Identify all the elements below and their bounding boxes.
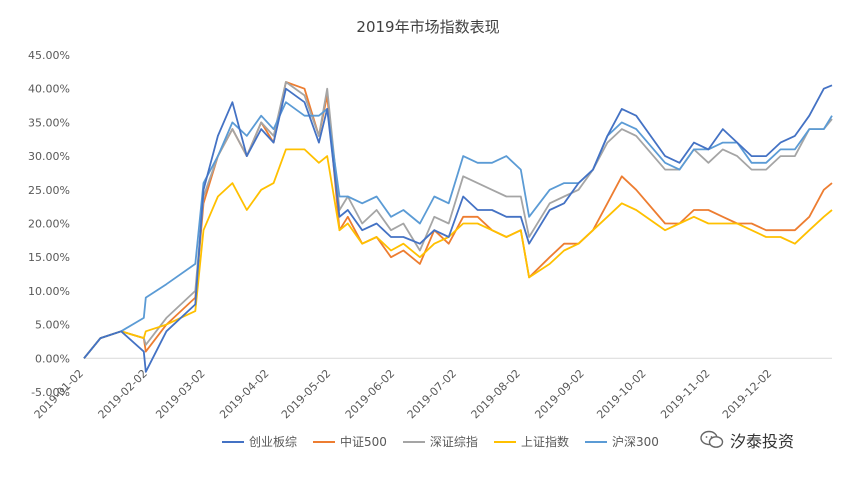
y-tick-label: 0.00% <box>35 352 70 365</box>
x-tick-label: 2019-05-02 <box>279 367 333 421</box>
wechat-icon <box>700 430 724 448</box>
y-tick-label: 10.00% <box>28 285 70 298</box>
x-tick-label: 2019-03-02 <box>153 367 207 421</box>
series-line <box>83 81 833 359</box>
chart-title: 2019年市场指数表现 <box>356 18 500 36</box>
series-line <box>83 148 833 359</box>
x-tick-label: 2019-11-02 <box>658 367 712 421</box>
x-tick-label: 2019-06-02 <box>343 367 397 421</box>
y-axis: -5.00% 0.00% 5.00% 10.00% 15.00% 20.00% 25.00%… <box>28 49 70 399</box>
legend-item: 中证500 <box>313 433 387 450</box>
y-tick-label: 35.00% <box>28 116 70 129</box>
series-line <box>83 101 833 359</box>
legend-label: 中证500 <box>340 435 387 449</box>
y-tick-label: -5.00% <box>31 386 70 399</box>
y-tick-label: 25.00% <box>28 184 70 197</box>
y-tick-label: 30.00% <box>28 150 70 163</box>
x-tick-label: 2019-08-02 <box>469 367 523 421</box>
x-tick-label: 2019-02-02 <box>96 367 150 421</box>
x-tick-label: 2019-09-02 <box>532 367 586 421</box>
legend-item: 深证综指 <box>402 433 478 450</box>
legend-label: 沪深300 <box>611 435 659 449</box>
legend-swatch <box>402 440 425 443</box>
series-line <box>83 81 833 359</box>
legend-swatch <box>584 440 607 443</box>
watermark-text: 汐泰投资 <box>730 432 795 451</box>
legend: 创业板综 中证500 深证综指 上证指数 沪深300 <box>222 433 659 450</box>
x-tick-label: 2019-12-02 <box>720 367 774 421</box>
legend-swatch <box>493 440 516 443</box>
x-axis: 2019-01-02 2019-02-02 2019-03-02 2019-04-02… <box>32 357 832 421</box>
legend-item: 沪深300 <box>584 433 659 450</box>
x-tick-label: 2019-10-02 <box>594 367 648 421</box>
legend-label: 创业板综 <box>249 435 298 449</box>
legend-label: 深证综指 <box>429 435 478 449</box>
y-tick-label: 40.00% <box>28 83 70 96</box>
x-tick-label: 2019-04-02 <box>217 367 271 421</box>
y-tick-label: 20.00% <box>28 218 70 231</box>
legend-item: 创业板综 <box>222 433 297 450</box>
series-group <box>83 81 833 373</box>
watermark: 汐泰投资 <box>700 428 794 452</box>
x-tick-label: 2019-07-02 <box>405 367 459 421</box>
y-tick-label: 15.00% <box>28 251 70 264</box>
y-tick-label: 45.00% <box>28 49 70 62</box>
legend-label: 上证指数 <box>520 435 569 449</box>
series-line <box>83 84 833 373</box>
legend-swatch <box>222 440 244 443</box>
y-tick-label: 5.00% <box>35 319 70 332</box>
legend-swatch <box>313 440 336 443</box>
legend-item: 上证指数 <box>493 433 569 450</box>
